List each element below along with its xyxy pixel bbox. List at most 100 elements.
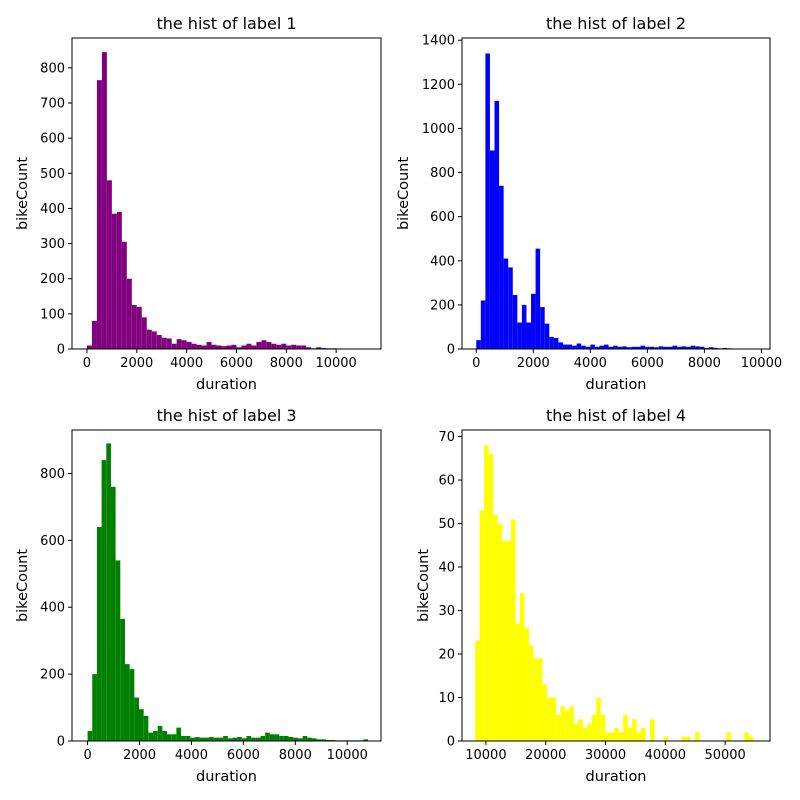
histogram-bar (632, 719, 637, 741)
histogram-bar (106, 443, 111, 741)
x-axis-label: duration (196, 769, 257, 785)
histogram-bar (533, 658, 538, 741)
histogram-bar (204, 737, 210, 741)
y-tick-label: 400 (430, 254, 455, 269)
y-axis-ticks: 0 200 400 600 800 1000 1200 1400 (422, 34, 462, 358)
histogram-bar (156, 334, 162, 349)
y-axis-label: bikeCount (15, 549, 31, 622)
histogram-bar (216, 345, 222, 349)
histogram-bar (511, 519, 516, 741)
y-axis-ticks: 0 200 400 600 800 (40, 467, 72, 750)
histogram-bar (590, 344, 595, 349)
histogram-bar (622, 346, 627, 349)
histogram-bar (699, 346, 705, 349)
histogram-bar (92, 674, 97, 741)
histogram-bar (594, 346, 600, 349)
histogram-bar (640, 345, 646, 349)
panel-title: the hist of label 3 (156, 406, 296, 425)
histogram-bar (475, 640, 480, 741)
histogram-bar (111, 213, 117, 349)
histogram-bar (722, 347, 728, 349)
x-tick-label: 8000 (688, 356, 721, 371)
histogram-bar (677, 346, 682, 349)
histogram-bar (307, 737, 312, 741)
histogram-bar (316, 739, 322, 741)
histogram-bar (101, 52, 107, 350)
histogram-bar (618, 732, 624, 741)
histogram-bar (613, 345, 618, 349)
histogram-bar (255, 737, 261, 741)
histogram-bar (206, 341, 212, 349)
axes-frame (461, 37, 771, 350)
histogram-bar (517, 322, 522, 349)
x-tick-label: 2000 (123, 748, 156, 763)
histogram-bar (650, 719, 655, 741)
histogram-bar (296, 345, 302, 349)
x-tick-label: 4000 (574, 356, 607, 371)
histogram-bar (596, 697, 601, 741)
histogram-bar (269, 734, 275, 741)
histogram-bar (211, 344, 217, 349)
histogram-bar (479, 510, 485, 741)
histogram-bar (744, 732, 749, 741)
y-tick-label: 200 (40, 272, 65, 287)
histogram-bar (286, 345, 292, 349)
panel-label-3: 0 2000 4000 6000 8000 10000 0 200 400 600 800 the… (15, 406, 382, 785)
histogram-bar (162, 730, 168, 741)
histogram-bar (279, 735, 284, 741)
histogram-bar (663, 346, 668, 349)
y-axis-ticks: 0 10 20 30 40 50 60 70 (438, 430, 462, 750)
histogram-bar (604, 344, 609, 349)
histogram-bar (316, 347, 322, 349)
histogram-bar (599, 345, 605, 349)
histogram-bar (237, 736, 242, 741)
x-tick-label: 10000 (327, 748, 368, 763)
histogram-bar (695, 346, 700, 349)
histogram-bar (129, 669, 135, 741)
x-tick-label: 10000 (315, 356, 356, 371)
histogram-bar (560, 706, 565, 741)
histogram-bar (631, 346, 636, 349)
histogram-bar (330, 739, 336, 741)
histogram-bars (475, 445, 754, 741)
histogram-bar (544, 323, 550, 349)
y-axis-label: bikeCount (15, 157, 31, 230)
histogram-bar (281, 343, 287, 349)
histogram-bar (600, 714, 606, 741)
histogram-bar (302, 735, 308, 741)
histogram-bar (134, 697, 139, 741)
histogram-bar (136, 306, 142, 349)
histogram-bar (515, 623, 521, 741)
histogram-bar (223, 735, 228, 741)
panel-label-1: 0 2000 4000 6000 8000 10000 0 100 200 300 400 500 6… (15, 14, 382, 393)
histogram-bar (176, 727, 182, 741)
y-tick-label: 600 (40, 132, 65, 147)
histogram-bar (185, 735, 191, 741)
histogram-bar (658, 346, 664, 349)
histogram-bars (87, 443, 373, 741)
histogram-bar (614, 727, 619, 741)
axes-frame (461, 429, 771, 742)
histogram-bar (591, 714, 597, 741)
histogram-bars (476, 53, 760, 350)
histogram-bar (124, 664, 130, 741)
y-axis-label: bikeCount (396, 157, 412, 230)
histogram-bar (748, 736, 754, 741)
histogram-bar (256, 341, 262, 349)
histogram-bar (708, 347, 714, 349)
histogram-bar (209, 736, 214, 741)
histogram-bar (667, 346, 673, 349)
histogram-bar (654, 347, 659, 349)
panel-label-4: 10000 20000 30000 40000 50000 0 10 20 30 40 50 60 7… (416, 406, 771, 785)
histogram-bar (528, 645, 534, 741)
y-tick-label: 50 (438, 517, 455, 532)
histogram-bar (241, 738, 247, 741)
panel-title: the hist of label 1 (156, 14, 296, 33)
histogram-bar (241, 345, 247, 349)
histogram-bar (274, 734, 280, 741)
y-tick-label: 200 (40, 668, 65, 683)
histogram-bar (201, 345, 207, 349)
x-axis-ticks: 0 2000 4000 6000 8000 10000 (472, 349, 782, 371)
histogram-bar (476, 340, 481, 349)
